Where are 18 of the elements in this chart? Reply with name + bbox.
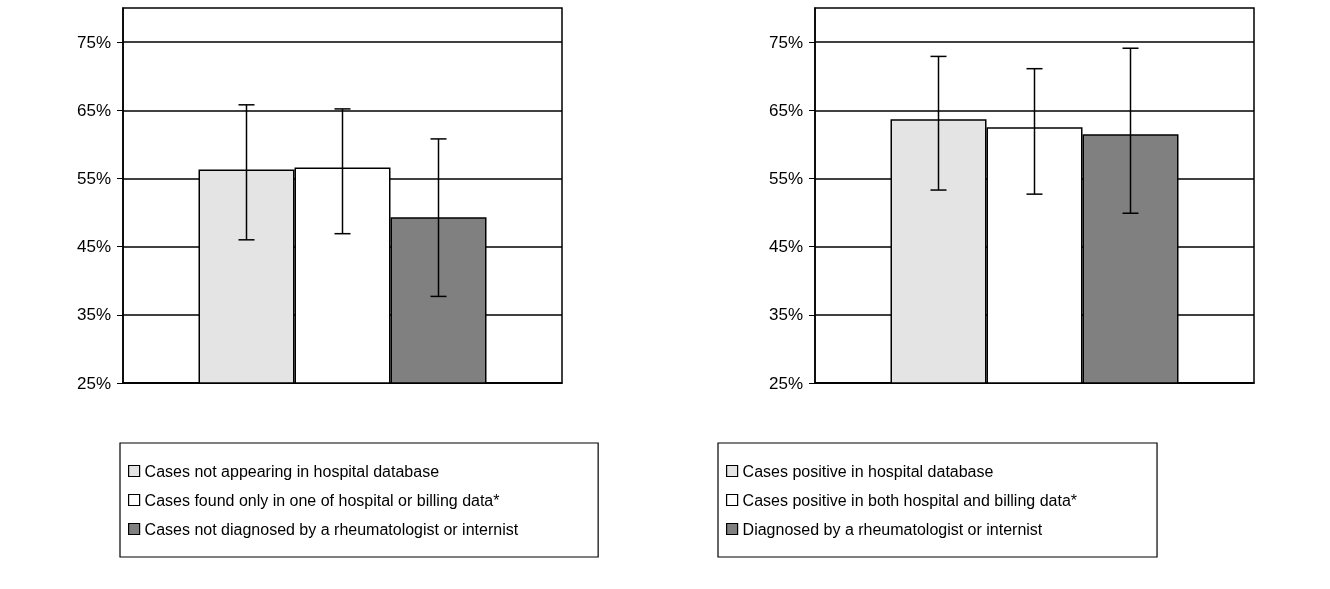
legend-label: Cases found only in one of hospital or billing data* [144, 491, 500, 509]
y-tick-label: 25% [76, 373, 111, 393]
y-tick-label: 65% [76, 100, 111, 120]
y-tick-label: 55% [768, 168, 803, 188]
y-tick-label: 35% [768, 305, 803, 325]
y-tick-label: 75% [76, 32, 111, 52]
legend-label: Diagnosed by a rheumatologist or internist [742, 520, 1043, 538]
legend-label: Cases positive in hospital database [742, 462, 994, 480]
y-tick-label: 75% [768, 32, 803, 52]
y-tick-label: 55% [76, 168, 111, 188]
y-tick-label: 65% [768, 100, 803, 120]
y-tick-label: 25% [768, 373, 803, 393]
legend-label: Cases positive in both hospital and billing data* [742, 491, 1078, 509]
legend-label: Cases not appearing in hospital database [144, 462, 440, 480]
y-tick-label: 45% [768, 237, 803, 257]
legend-label: Cases not diagnosed by a rheumatologist or internist [144, 520, 519, 538]
y-tick-label: 45% [76, 237, 111, 257]
y-tick-label: 35% [76, 305, 111, 325]
